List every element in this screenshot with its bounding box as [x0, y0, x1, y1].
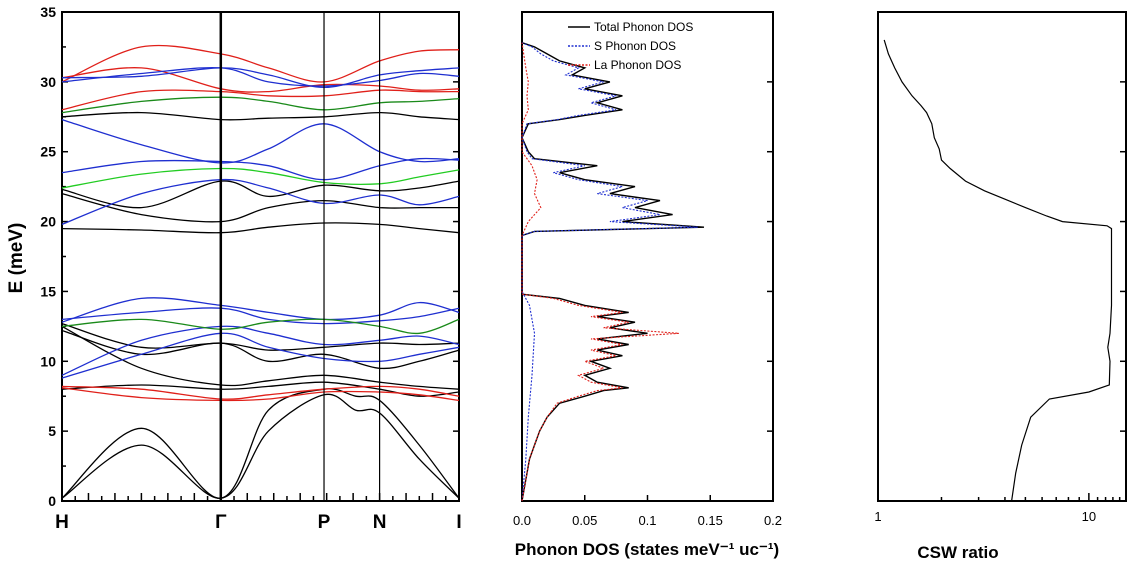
dispersion-branch-blue [61, 157, 460, 181]
dos-legend: Total Phonon DOS S Phonon DOS La Phonon DO… [568, 20, 693, 72]
dos-x-tick-label: 0.1 [638, 513, 656, 528]
dispersion-frame [61, 11, 460, 502]
dos-curves [521, 42, 705, 502]
dispersion-branch-lime [61, 167, 460, 189]
dos-legend-label: La Phonon DOS [594, 58, 681, 72]
dispersion-branch-blue [61, 325, 460, 376]
dispersion-kpoint-lines [219, 12, 381, 501]
dos-legend-label: Total Phonon DOS [594, 20, 693, 34]
dispersion-y-ticks: 0 5 10 15 20 25 30 35 [40, 4, 459, 509]
dispersion-branch-blue [61, 67, 460, 89]
csw-ticks: 1 10 [874, 11, 1127, 524]
dos-x-tick-label: 0.15 [698, 513, 723, 528]
dispersion-y-tick-label: 30 [40, 74, 56, 90]
dos-series-black [521, 42, 705, 502]
dispersion-y-tick-label: 10 [40, 353, 56, 369]
dispersion-branch-red [61, 44, 460, 83]
dispersion-branch-red [61, 387, 460, 402]
dispersion-kpoint-label: H [55, 512, 69, 533]
dispersion-branch-blue [61, 118, 460, 164]
dispersion-branch-black [61, 180, 460, 209]
dispersion-branch-green [61, 96, 460, 114]
csw-panel: 1 10 CSW ratio [874, 11, 1127, 562]
dispersion-kpoint-label: Γ [215, 512, 227, 533]
dos-x-tick-label: 0.0 [513, 513, 531, 528]
dispersion-branch-red [61, 67, 460, 93]
dos-ticks: 0.0 0.05 0.1 0.15 0.2 [513, 11, 782, 528]
dispersion-branch-black [61, 222, 460, 234]
dispersion-y-tick-label: 35 [40, 4, 56, 20]
dispersion-kpoint-label: I [456, 512, 461, 533]
dos-frame [521, 11, 774, 502]
dispersion-branch-black [61, 325, 460, 390]
dispersion-branch-black [61, 393, 460, 499]
dos-series-red [521, 42, 679, 502]
csw-x-tick-label: 1 [874, 509, 881, 524]
dispersion-branch-black [61, 388, 460, 499]
dos-legend-label: S Phonon DOS [594, 39, 676, 53]
csw-ratio-line [883, 39, 1113, 502]
dispersion-branch-blue [61, 178, 460, 226]
dispersion-branch-black [61, 111, 460, 121]
csw-curves [883, 39, 1113, 502]
dispersion-branch-black [61, 192, 459, 223]
dispersion-branch-blue [61, 297, 460, 323]
csw-x-label: CSW ratio [917, 543, 998, 562]
dispersion-y-label: E (meV) [6, 223, 27, 294]
dispersion-branch-green [61, 318, 460, 335]
dispersion-branch-red [61, 385, 460, 400]
dos-x-label: Phonon DOS (states meV⁻¹ uc⁻¹) [515, 540, 779, 559]
dispersion-branch-black [61, 322, 460, 351]
dispersion-branch-black [61, 381, 460, 397]
dos-x-tick-label: 0.2 [764, 513, 782, 528]
dispersion-branch-blue [61, 66, 460, 87]
dispersion-y-tick-label: 5 [48, 423, 56, 439]
dispersion-kpoint-label: P [318, 512, 331, 533]
dos-x-tick-label: 0.05 [572, 513, 597, 528]
dispersion-branch-blue [61, 307, 460, 325]
csw-x-tick-label: 10 [1082, 509, 1096, 524]
dispersion-curves [61, 44, 460, 499]
dispersion-y-tick-label: 15 [40, 283, 56, 299]
csw-frame [877, 11, 1127, 502]
dispersion-y-tick-label: 0 [48, 493, 56, 509]
dos-panel: 0.0 0.05 0.1 0.15 0.2 Total Phonon DOS S Phon… [513, 11, 782, 559]
dispersion-panel: 0 5 10 15 20 25 30 35 H Γ P N I E (meV) [6, 4, 462, 533]
dispersion-y-tick-label: 20 [40, 214, 56, 230]
dispersion-branch-blue [61, 332, 460, 379]
dos-series-blue [521, 42, 698, 502]
dispersion-kpoint-label: N [373, 512, 387, 533]
dispersion-y-tick-label: 25 [40, 144, 56, 160]
dispersion-branch-red [61, 89, 460, 111]
